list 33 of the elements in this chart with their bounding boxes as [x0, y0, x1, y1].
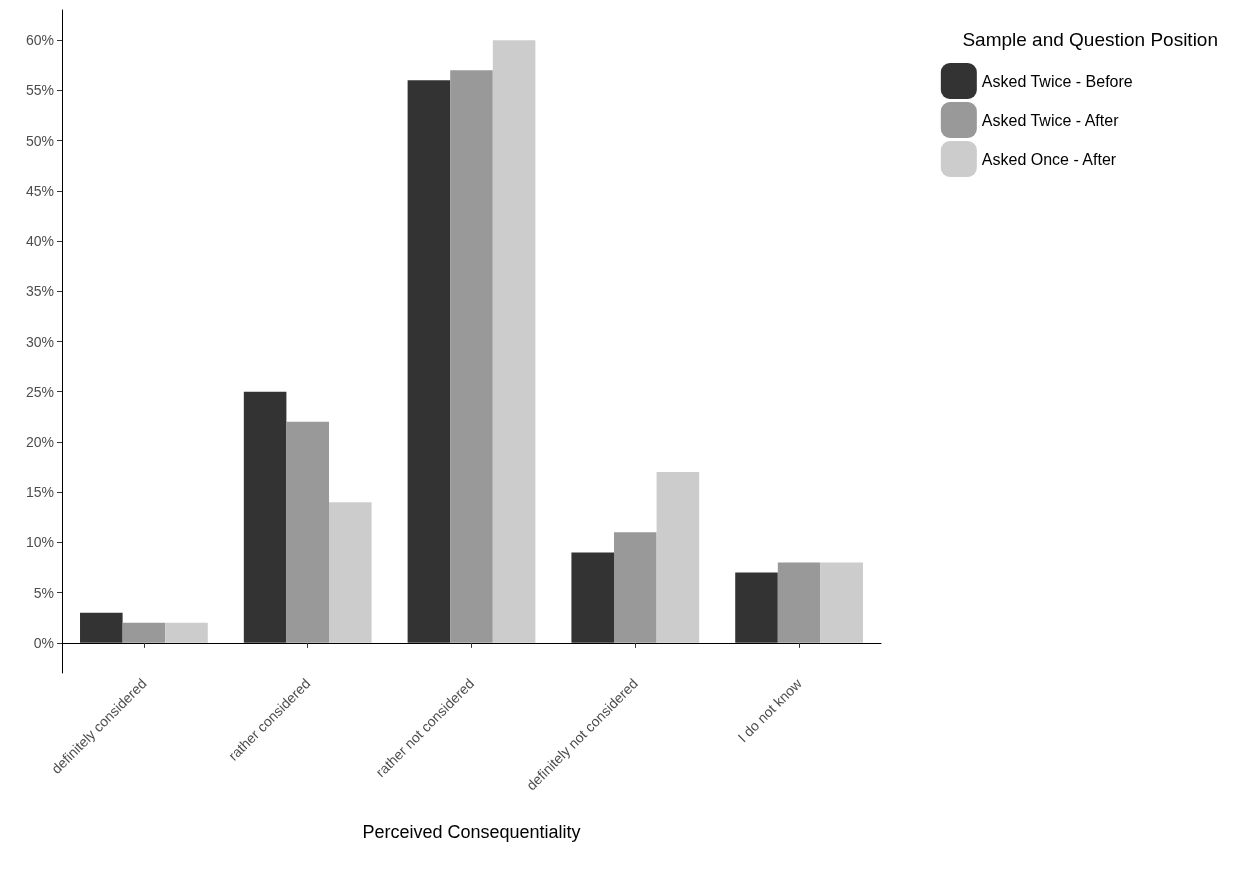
y-tick-label: 0% [33, 634, 54, 651]
y-tick-label: 25% [25, 383, 54, 400]
bar [656, 472, 700, 643]
y-tick-label: 10% [25, 534, 54, 551]
y-tick-label: 5% [33, 584, 54, 601]
bar [614, 532, 657, 643]
bar [165, 622, 208, 643]
y-tick-label: 55% [25, 82, 54, 99]
y-tick-label: 15% [25, 484, 54, 501]
y-tick-label: 30% [25, 333, 54, 350]
y-tick-label: 20% [25, 433, 54, 450]
bar [820, 562, 863, 643]
legend-title: Sample and Question Position [962, 29, 1219, 50]
bar [122, 622, 166, 643]
legend-label: Asked Twice - Before [981, 72, 1133, 90]
y-tick-label: 45% [25, 182, 54, 199]
bar [571, 552, 615, 643]
bar [286, 421, 329, 643]
bar [80, 612, 123, 643]
y-tick-label: 50% [25, 132, 54, 149]
legend-label: Asked Once - After [981, 150, 1117, 168]
bar [492, 40, 536, 643]
y-tick-label: 35% [25, 283, 54, 300]
y-tick-label: 60% [25, 32, 54, 49]
bar [735, 572, 778, 643]
x-axis-title: Perceived Consequentiality [362, 822, 581, 842]
legend-label: Asked Twice - After [981, 111, 1120, 129]
y-tick-label: 40% [25, 233, 54, 250]
bar [328, 502, 372, 643]
bar [243, 391, 287, 643]
bar [450, 70, 493, 643]
bar [777, 562, 821, 643]
bar [407, 80, 451, 643]
